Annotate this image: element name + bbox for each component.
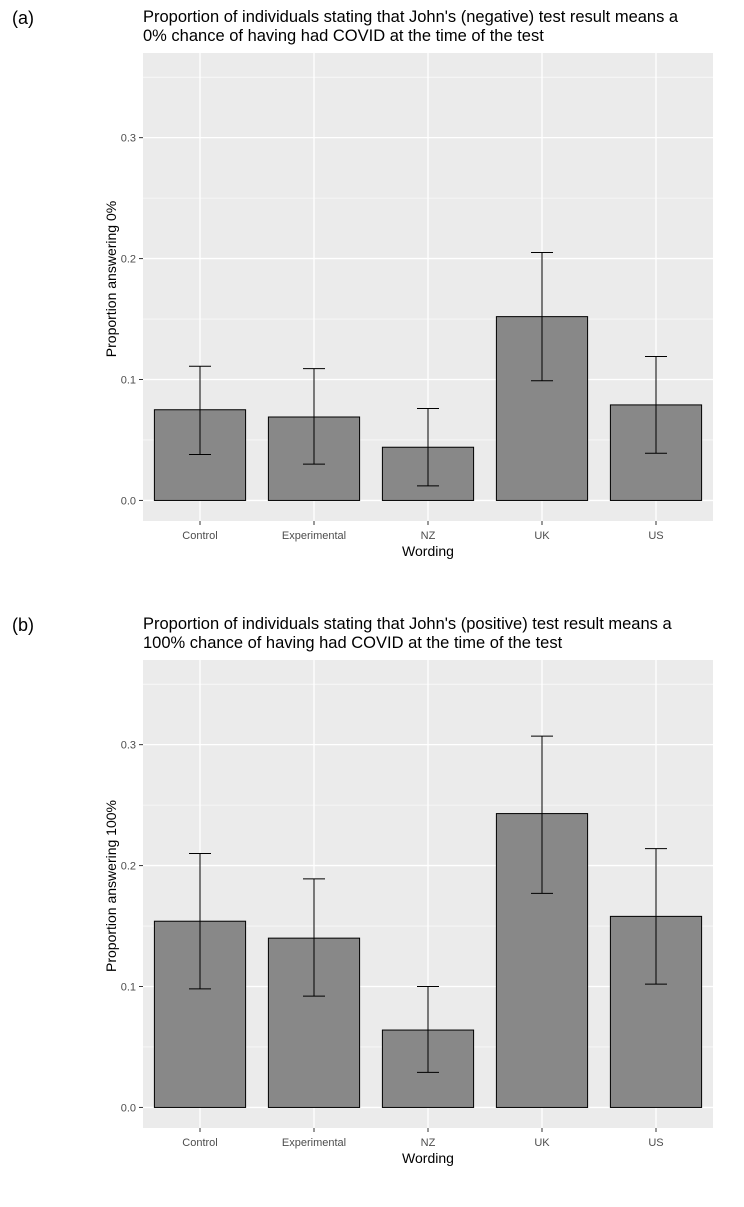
y-tick-label: 0.0 xyxy=(121,1102,136,1114)
bar-chart: 0.0 0.1 0.2 0.3 Control Experimental NZ UK US Wor… xyxy=(103,53,713,559)
x-tick-label: Control xyxy=(182,530,217,542)
chart-title-line-1: Proportion of individuals stating that J… xyxy=(143,8,679,26)
y-tick-label: 0.0 xyxy=(121,495,136,507)
chart-title: Proportion of individuals stating that J… xyxy=(143,615,743,653)
x-tick-label: UK xyxy=(534,530,550,542)
bar-control xyxy=(153,409,247,501)
chart-title-line-2: 100% chance of having had COVID at the t… xyxy=(143,634,563,652)
x-tick-label: Experimental xyxy=(282,1137,346,1149)
x-tick-label: Control xyxy=(182,1137,217,1149)
panel-label: (a) xyxy=(12,8,34,28)
y-tick-label: 0.2 xyxy=(121,254,136,266)
x-tick-label: UK xyxy=(534,1137,550,1149)
y-tick-label: 0.3 xyxy=(121,133,136,145)
x-axis-title: Wording xyxy=(402,543,454,559)
bar-chart: 0.0 0.1 0.2 0.3 Control Experimental NZ UK US Wor… xyxy=(103,660,713,1166)
x-tick-label: US xyxy=(648,530,663,542)
chart-panel-b: (b) Proportion of individuals stating th… xyxy=(0,607,744,1207)
x-tick-label: NZ xyxy=(421,1137,436,1149)
y-axis-title: Proportion answering 0% xyxy=(103,201,119,357)
y-tick-label: 0.1 xyxy=(121,982,136,994)
chart-title-line-1: Proportion of individuals stating that J… xyxy=(143,615,672,633)
x-tick-label: NZ xyxy=(421,530,436,542)
x-axis-title: Wording xyxy=(402,1150,454,1166)
x-tick-label: Experimental xyxy=(282,530,346,542)
chart-panel-a: (a) Proportion of individuals stating th… xyxy=(0,0,744,600)
chart-title-line-2: 0% chance of having had COVID at the tim… xyxy=(143,27,544,45)
panel-label: (b) xyxy=(12,615,34,635)
x-tick-label: US xyxy=(648,1137,663,1149)
y-tick-label: 0.1 xyxy=(121,375,136,387)
y-tick-label: 0.2 xyxy=(121,861,136,873)
y-axis-title: Proportion answering 100% xyxy=(103,800,119,972)
y-tick-label: 0.3 xyxy=(121,740,136,752)
chart-title: Proportion of individuals stating that J… xyxy=(143,8,743,46)
